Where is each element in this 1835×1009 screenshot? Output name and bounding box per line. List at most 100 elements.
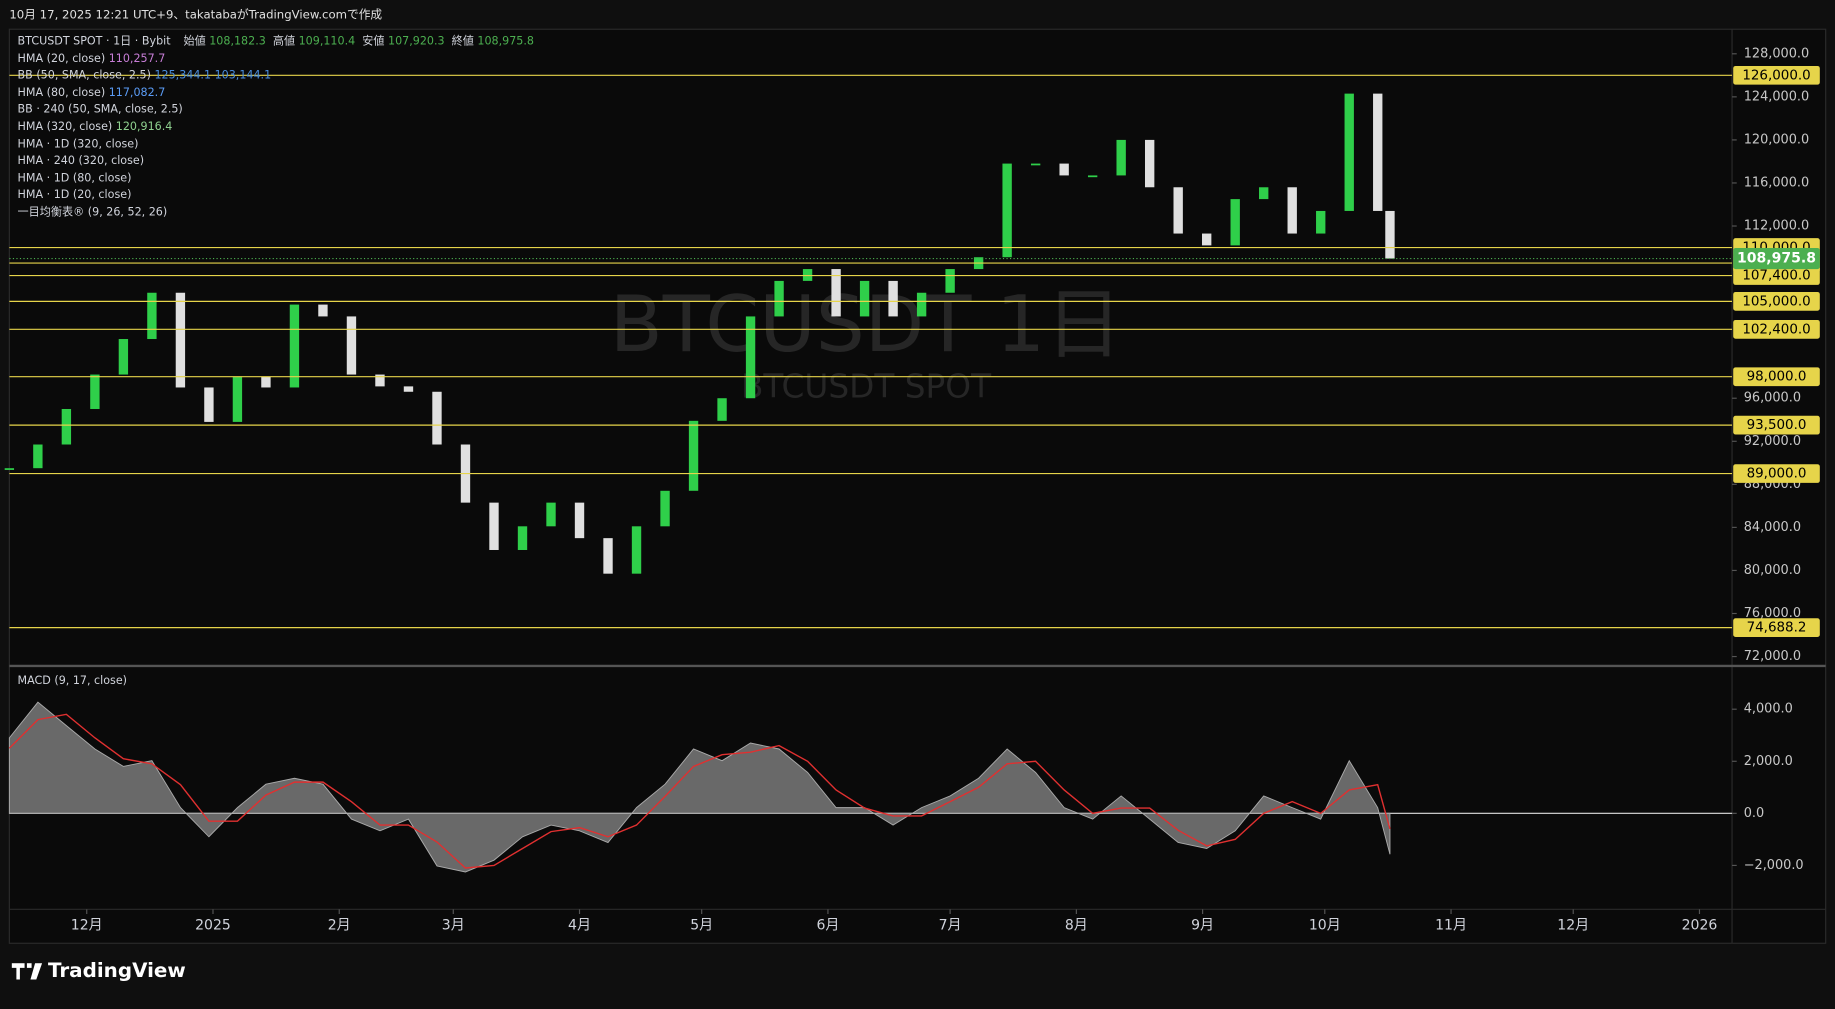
candle xyxy=(546,502,556,527)
candle xyxy=(1087,175,1098,178)
indicator-name: BB · 240 (50, SMA, close, 2.5) xyxy=(17,103,183,117)
symbol: BTCUSDT SPOT · 1日 · Bybit xyxy=(17,35,171,48)
x-tick-label: 4月 xyxy=(568,918,591,934)
ohlc: 始値 108,182.3 高値 109,110.4 安値 107,920.3 終値 108,9… xyxy=(183,35,541,48)
candle xyxy=(432,391,442,445)
footer[interactable]: TradingView xyxy=(11,959,186,984)
candle xyxy=(1002,163,1012,258)
candle xyxy=(204,387,214,422)
indicator-name: 一目均衡表® (9, 26, 52, 26) xyxy=(17,205,168,219)
ohlc-label: 終値 xyxy=(451,35,474,48)
symbol-line: BTCUSDT SPOT · 1日 · Bybit 始値 108,182.3 高値 10… xyxy=(18,34,545,51)
macd-area xyxy=(8,701,1391,873)
y-tick-label: 84,000.0 xyxy=(1744,520,1801,535)
x-tick-label: 2月 xyxy=(328,918,351,934)
candle xyxy=(375,374,385,387)
level-label: 89,000.0 xyxy=(1747,467,1807,482)
candle xyxy=(1230,199,1240,246)
x-tick-label: 2025 xyxy=(195,918,231,934)
indicator-name: HMA · 1D (80, close) xyxy=(17,171,132,185)
x-tick-label: 7月 xyxy=(939,918,962,934)
level-label: 107,400.0 xyxy=(1742,269,1810,284)
candle xyxy=(1259,187,1269,200)
y-tick-label: 128,000.0 xyxy=(1744,46,1809,61)
candle xyxy=(1030,163,1041,166)
y-tick-label: 76,000.0 xyxy=(1744,606,1801,621)
indicator-line: BB · 240 (50, SMA, close, 2.5) xyxy=(18,102,545,119)
y-tick-label: 116,000.0 xyxy=(1744,175,1809,190)
level-label: 74,688.2 xyxy=(1747,621,1807,636)
candle xyxy=(33,444,43,469)
y-tick-label: 0.0 xyxy=(1744,806,1764,821)
x-tick-label: 3月 xyxy=(442,918,465,934)
x-tick-label: 8月 xyxy=(1065,918,1088,934)
candle xyxy=(717,398,727,421)
x-tick-label: 9月 xyxy=(1191,918,1214,934)
signal-line xyxy=(8,713,1391,869)
candle xyxy=(945,269,955,293)
y-tick-label: 2,000.0 xyxy=(1744,754,1793,769)
indicator-line: HMA (80, close) 117,082.7 xyxy=(18,85,545,102)
candle xyxy=(859,280,870,317)
indicator-name: HMA (80, close) xyxy=(17,86,106,100)
candle xyxy=(90,374,100,409)
candle xyxy=(346,316,357,375)
indicator-line: HMA · 1D (80, close) xyxy=(18,171,545,188)
macd-title: MACD (9, 17, close) xyxy=(18,674,127,687)
y-tick-label: 96,000.0 xyxy=(1744,391,1801,406)
indicator-value: 110,257.7 xyxy=(108,52,166,66)
candle xyxy=(1344,93,1354,211)
level-label: 105,000.0 xyxy=(1742,294,1810,309)
y-tick-label: 124,000.0 xyxy=(1744,89,1809,104)
ohlc-label: 安値 xyxy=(362,35,385,48)
indicator-value: 125,344.1 xyxy=(154,69,212,83)
candle xyxy=(517,526,528,550)
indicator-name: HMA · 1D (20, close) xyxy=(17,188,132,202)
candle xyxy=(403,386,414,392)
indicator-line: HMA (20, close) 110,257.7 xyxy=(18,51,545,68)
y-tick-label: 92,000.0 xyxy=(1744,434,1801,449)
ohlc-value: 107,920.3 xyxy=(387,35,445,48)
caption: 10月 17, 2025 12:21 UTC+9、takatabaがTradin… xyxy=(9,9,383,23)
indicator-line: HMA · 240 (320, close) xyxy=(18,153,545,170)
indicator-name: HMA (320, close) xyxy=(17,120,113,134)
x-tick-label: 2026 xyxy=(1682,918,1718,934)
level-label: 93,500.0 xyxy=(1747,418,1807,433)
candle xyxy=(660,490,670,527)
candle xyxy=(318,304,328,317)
indicator-line: HMA · 1D (320, close) xyxy=(18,136,545,153)
indicator-line: BB (50, SMA, close, 2.5) 125,344.1 103,144… xyxy=(18,68,545,85)
candle xyxy=(774,280,784,317)
y-tick-label: 72,000.0 xyxy=(1744,649,1801,664)
candle xyxy=(574,502,585,539)
candle xyxy=(688,420,699,491)
y-tick-label: 4,000.0 xyxy=(1744,702,1793,717)
y-tick-label: 80,000.0 xyxy=(1744,563,1801,578)
level-tag xyxy=(1733,266,1820,285)
candle xyxy=(4,468,15,470)
level-tag xyxy=(1733,65,1820,85)
y-tick-label: 112,000.0 xyxy=(1744,219,1809,234)
candle xyxy=(1116,139,1126,176)
candle xyxy=(745,316,756,399)
level-tag xyxy=(1733,367,1820,387)
candle xyxy=(1144,139,1155,188)
candle xyxy=(1385,210,1395,259)
brand: TradingView xyxy=(47,959,186,984)
indicator-name: HMA · 1D (320, close) xyxy=(17,137,139,151)
indicator-name: BB (50, SMA, close, 2.5) xyxy=(17,69,151,83)
candle xyxy=(1173,187,1183,234)
candle xyxy=(261,376,271,388)
candle xyxy=(1316,210,1326,234)
level-tag xyxy=(1733,319,1820,339)
x-tick-label: 5月 xyxy=(690,918,713,934)
indicator-line: HMA · 1D (20, close) xyxy=(18,188,545,205)
last-price-tag xyxy=(1733,248,1820,270)
indicator-value: 117,082.7 xyxy=(108,86,166,100)
candle xyxy=(631,526,642,574)
level-tag xyxy=(1733,415,1820,435)
indicator-name: HMA · 240 (320, close) xyxy=(17,154,145,168)
candle xyxy=(831,269,841,317)
level-tag xyxy=(1733,618,1820,637)
